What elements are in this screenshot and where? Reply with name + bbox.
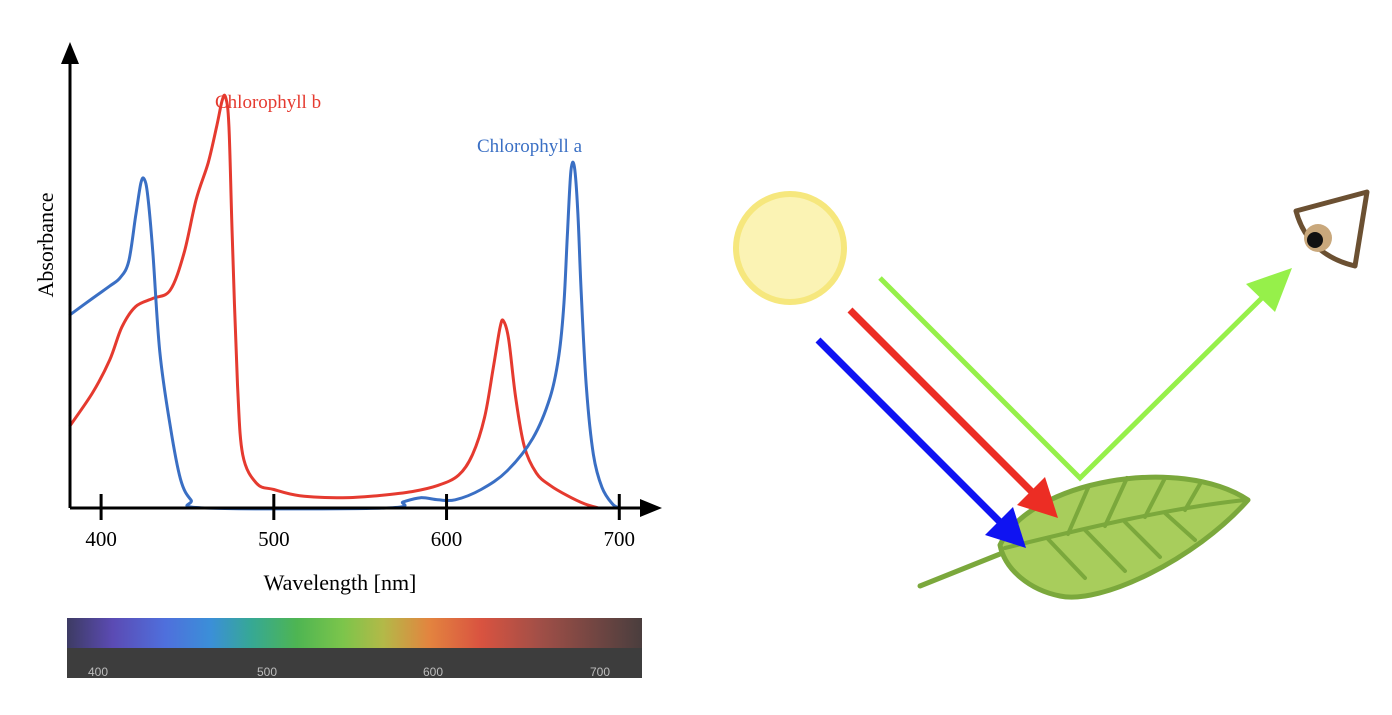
- series-layer: [68, 93, 621, 511]
- y-axis-label: Absorbance: [33, 192, 58, 297]
- spectrum-label-400: 400: [88, 665, 108, 679]
- leaf-reflection-illustration: [733, 189, 1370, 600]
- series-line-chlorophyll-b: [68, 93, 600, 510]
- x-tick-label-600: 600: [431, 527, 463, 551]
- x-tick-layer: 400 500 600 700: [85, 494, 635, 551]
- blue-light-arrow: [815, 337, 1026, 548]
- leaf-veins: [1003, 476, 1247, 580]
- eye-icon: [1293, 189, 1370, 269]
- x-axis-label: Wavelength [nm]: [264, 570, 417, 595]
- spectrum-ticks: [81, 648, 641, 664]
- x-tick-label-500: 500: [258, 527, 290, 551]
- x-tick-label-700: 700: [604, 527, 636, 551]
- series-label-chlorophyll-a: Chlorophyll a: [477, 136, 583, 157]
- spectrum-bar-scale: [67, 648, 642, 678]
- spectrum-label-700: 700: [590, 665, 610, 679]
- series-label-chlorophyll-b: Chlorophyll b: [215, 92, 321, 113]
- absorbance-chart: 400 500 600 700 Wavelength [nm] Absorbance …: [33, 42, 662, 595]
- spectrum-bar-color: [67, 618, 642, 648]
- red-light-arrow: [847, 307, 1058, 518]
- sun-icon: [733, 191, 847, 305]
- series-line-chlorophyll-a: [68, 160, 621, 511]
- x-axis-arrowhead: [640, 499, 662, 517]
- spectrum-label-600: 600: [423, 665, 443, 679]
- spectrum-label-500: 500: [257, 665, 277, 679]
- x-tick-label-400: 400: [85, 527, 117, 551]
- leaf-stem: [917, 547, 1013, 589]
- visible-spectrum-bar: 400 500 600 700: [67, 618, 642, 679]
- green-light-arrow: [878, 268, 1292, 482]
- y-axis-arrowhead: [61, 42, 79, 64]
